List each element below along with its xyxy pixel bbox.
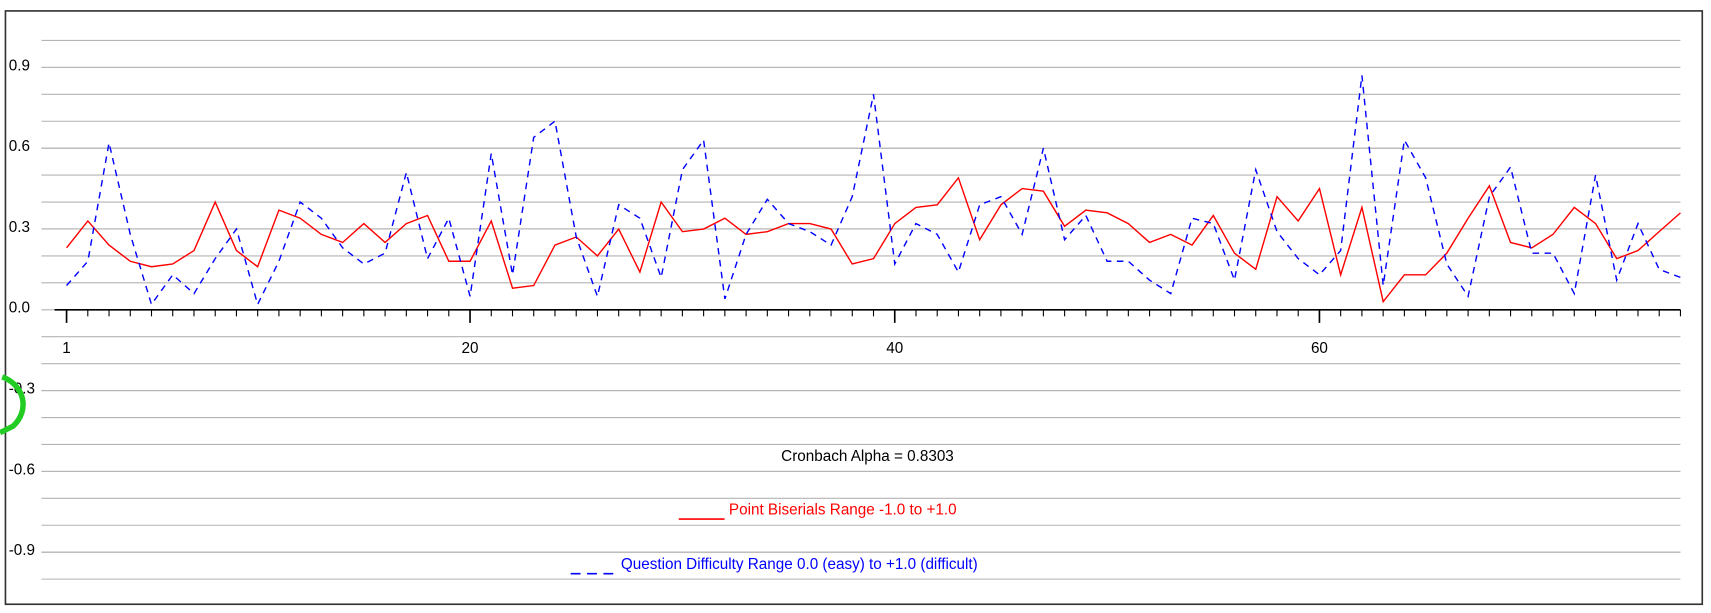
x-tick-label: 1 <box>62 340 70 357</box>
y-tick-label: -0.6 <box>9 461 35 478</box>
highlight-circle <box>0 374 26 436</box>
legend-label: Point Biserials Range -1.0 to +1.0 <box>729 501 957 518</box>
x-tick-label: 40 <box>886 340 903 357</box>
chart-frame <box>4 10 1704 606</box>
annotation: Cronbach Alpha = 0.8303 <box>781 448 954 465</box>
x-tick-label: 60 <box>1311 340 1328 357</box>
y-tick-label: -0.9 <box>9 542 35 559</box>
y-tick-label: 0.9 <box>9 57 30 74</box>
legend-label: Question Difficulty Range 0.0 (easy) to … <box>621 556 978 573</box>
y-tick-label: 0.6 <box>9 138 30 155</box>
axes: 0.90.60.30.0-0.3-0.6-0.91 20 40 60 <box>9 57 1681 559</box>
series-line <box>66 176 1681 304</box>
y-tick-label: 0.0 <box>9 300 30 317</box>
legend: Point Biserials Range -1.0 to +1.0 Questi… <box>570 501 978 575</box>
series-line <box>66 75 1681 307</box>
y-tick-label: 0.3 <box>9 219 30 236</box>
lines <box>66 75 1681 307</box>
x-tick-label: 20 <box>462 340 479 357</box>
